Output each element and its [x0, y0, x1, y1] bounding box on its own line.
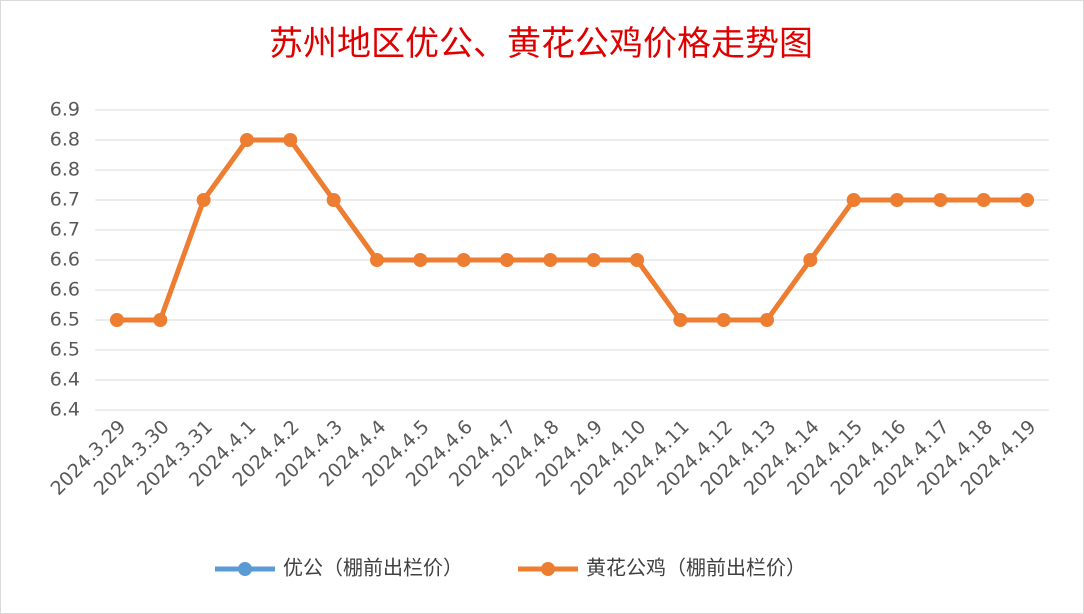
y-tick-label: 6.6	[50, 249, 80, 271]
data-point	[109, 313, 124, 327]
legend-label: 黄花公鸡（棚前出栏价）	[586, 556, 806, 580]
y-tick-label: 6.6	[50, 279, 80, 301]
y-tick-label: 6.9	[50, 99, 80, 121]
y-tick-label: 6.8	[50, 129, 80, 151]
legend-marker	[541, 562, 555, 576]
data-point	[976, 193, 991, 207]
y-tick-label: 6.7	[50, 189, 80, 211]
data-point	[933, 193, 948, 207]
data-point	[153, 313, 168, 327]
data-point	[543, 253, 558, 267]
data-point	[803, 253, 818, 267]
data-point	[196, 193, 211, 207]
data-point	[890, 193, 905, 207]
data-point	[1020, 193, 1035, 207]
data-point	[283, 133, 298, 147]
data-point	[673, 313, 688, 327]
data-point	[716, 313, 731, 327]
y-tick-label: 6.4	[50, 399, 80, 421]
data-point	[326, 193, 341, 207]
data-point	[586, 253, 601, 267]
data-point	[760, 313, 775, 327]
data-point	[846, 193, 861, 207]
data-point	[499, 253, 514, 267]
y-tick-label: 6.7	[50, 219, 80, 241]
legend-marker	[238, 562, 252, 576]
y-tick-label: 6.5	[50, 309, 80, 331]
data-point	[239, 133, 254, 147]
legend-label: 优公（棚前出栏价）	[283, 556, 463, 580]
y-tick-label: 6.5	[50, 339, 80, 361]
y-tick-label: 6.8	[50, 159, 80, 181]
data-point	[630, 253, 645, 267]
chart-title: 苏州地区优公、黄花公鸡价格走势图	[269, 24, 813, 64]
data-point	[413, 253, 428, 267]
data-point	[369, 253, 384, 267]
data-point	[456, 253, 471, 267]
series-line	[116, 137, 1028, 323]
y-tick-label: 6.4	[50, 369, 80, 391]
